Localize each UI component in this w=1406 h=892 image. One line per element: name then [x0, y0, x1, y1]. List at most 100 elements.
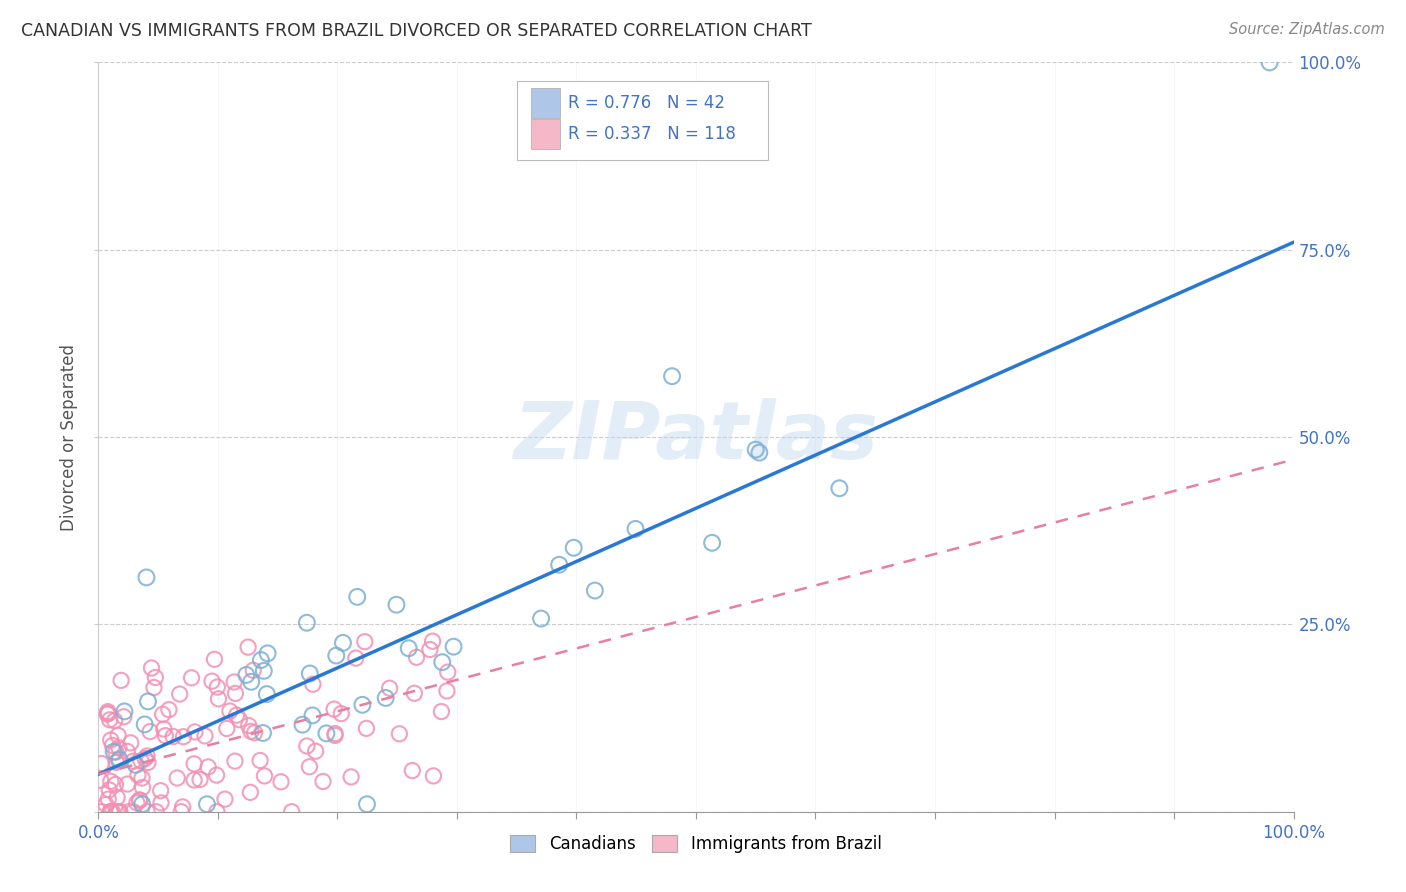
- Point: [97, 792, 120, 806]
- Point: [700, 536, 723, 550]
- Point: [240, 724, 263, 739]
- Point: [105, 790, 128, 805]
- Point: [100, 733, 122, 747]
- Point: [443, 640, 465, 654]
- Point: [108, 805, 131, 819]
- Point: [169, 687, 191, 701]
- Text: ZIPatlas: ZIPatlas: [513, 398, 879, 476]
- Point: [374, 690, 396, 705]
- Point: [219, 704, 242, 718]
- Point: [134, 751, 156, 765]
- Point: [188, 772, 211, 787]
- Point: [105, 756, 128, 770]
- Point: [298, 666, 321, 681]
- Point: [340, 770, 363, 784]
- Point: [398, 641, 420, 656]
- Point: [205, 805, 228, 819]
- Point: [103, 714, 125, 728]
- Point: [157, 703, 180, 717]
- Point: [183, 772, 205, 787]
- Point: [100, 774, 122, 789]
- Point: [136, 756, 159, 770]
- Point: [108, 752, 131, 766]
- Point: [291, 717, 314, 731]
- Point: [122, 754, 145, 768]
- Point: [583, 583, 606, 598]
- Point: [323, 726, 346, 740]
- Y-axis label: Divorced or Separated: Divorced or Separated: [60, 343, 79, 531]
- Point: [125, 796, 148, 810]
- Point: [356, 722, 378, 736]
- Point: [270, 774, 292, 789]
- Point: [135, 570, 157, 584]
- Point: [136, 805, 159, 819]
- Point: [298, 760, 321, 774]
- Point: [224, 686, 246, 700]
- Point: [204, 652, 226, 666]
- Point: [250, 653, 273, 667]
- Text: R = 0.337   N = 118: R = 0.337 N = 118: [568, 126, 735, 144]
- Point: [107, 754, 129, 768]
- Point: [136, 749, 159, 764]
- Point: [195, 797, 218, 812]
- FancyBboxPatch shape: [531, 120, 560, 149]
- Point: [253, 769, 276, 783]
- Point: [142, 681, 165, 695]
- Point: [184, 725, 207, 739]
- FancyBboxPatch shape: [531, 88, 560, 118]
- Point: [134, 717, 156, 731]
- Point: [162, 730, 184, 744]
- Point: [242, 663, 264, 677]
- Point: [141, 661, 163, 675]
- Point: [101, 739, 124, 753]
- Point: [96, 706, 118, 721]
- Point: [240, 674, 263, 689]
- Point: [252, 726, 274, 740]
- Point: [661, 369, 683, 384]
- Point: [98, 713, 121, 727]
- Point: [401, 764, 423, 778]
- Point: [153, 722, 176, 736]
- Point: [385, 598, 408, 612]
- Point: [201, 674, 224, 689]
- Point: [344, 651, 367, 665]
- Point: [325, 648, 347, 663]
- FancyBboxPatch shape: [517, 81, 768, 160]
- Point: [172, 730, 194, 744]
- Point: [224, 754, 246, 768]
- Point: [194, 729, 217, 743]
- Point: [378, 681, 401, 696]
- Point: [253, 664, 276, 678]
- Point: [183, 756, 205, 771]
- Point: [149, 783, 172, 797]
- Point: [166, 771, 188, 785]
- Point: [235, 668, 257, 682]
- Point: [352, 698, 374, 712]
- Point: [249, 754, 271, 768]
- Legend: Canadians, Immigrants from Brazil: Canadians, Immigrants from Brazil: [503, 828, 889, 860]
- Point: [353, 634, 375, 648]
- Point: [94, 797, 117, 812]
- Point: [312, 774, 335, 789]
- Point: [302, 677, 325, 691]
- Point: [97, 705, 120, 719]
- Point: [295, 615, 318, 630]
- Point: [346, 590, 368, 604]
- Point: [131, 771, 153, 785]
- Point: [436, 684, 458, 698]
- Point: [129, 754, 152, 768]
- Point: [125, 758, 148, 772]
- Point: [131, 797, 153, 812]
- Point: [404, 686, 426, 700]
- Point: [98, 782, 121, 797]
- Point: [112, 710, 135, 724]
- Point: [356, 797, 378, 812]
- Point: [432, 655, 454, 669]
- Point: [280, 805, 302, 819]
- Point: [104, 777, 127, 791]
- Point: [422, 634, 444, 648]
- Point: [748, 445, 770, 459]
- Point: [238, 718, 260, 732]
- Point: [120, 736, 142, 750]
- Point: [205, 768, 228, 782]
